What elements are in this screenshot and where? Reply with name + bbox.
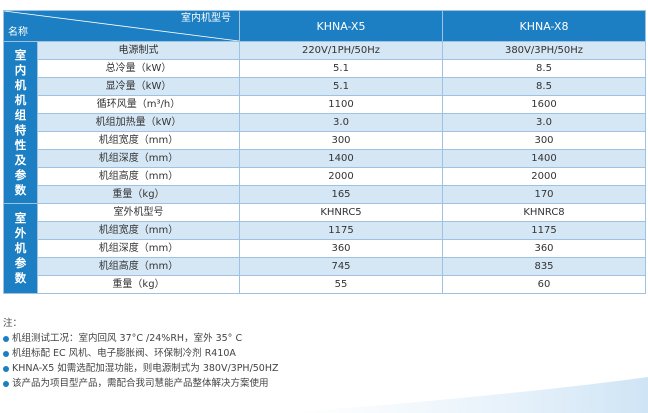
value-x8: 170 bbox=[442, 185, 646, 204]
notes-heading: 注： bbox=[3, 318, 23, 329]
note-item: KHNA-X5 如需选配加湿功能，则电源制式为 380V/3PH/50HZ bbox=[3, 361, 279, 376]
row-label: 室外机型号 bbox=[37, 203, 240, 222]
value-x8: 1400 bbox=[442, 149, 646, 168]
note-text: 机组标配 EC 风机、电子膨胀阀、环保制冷剂 R410A bbox=[12, 348, 236, 359]
row-label: 机组高度（mm） bbox=[37, 257, 240, 276]
group-label-char: 及 bbox=[14, 152, 27, 167]
group-label-char: 性 bbox=[14, 137, 27, 152]
row-label: 循环风量（m³/h） bbox=[37, 95, 240, 114]
outdoor-unit-group-label: 室外机参数 bbox=[3, 203, 38, 294]
notes-list: 机组测试工况：室内回风 37°C /24%RH，室外 35° C 机组标配 EC … bbox=[3, 331, 279, 391]
diagonal-divider bbox=[4, 11, 239, 41]
value-x8: 300 bbox=[442, 131, 646, 150]
spec-row: 总冷量（kW） 5.1 8.5 bbox=[4, 59, 646, 78]
group-label-char: 数 bbox=[14, 182, 27, 197]
value-x8: 1175 bbox=[442, 221, 646, 240]
value-x5: 1100 bbox=[239, 95, 443, 114]
spec-row: 重量（kg） 55 60 bbox=[4, 275, 646, 294]
note-text: 机组测试工况：室内回风 37°C /24%RH，室外 35° C bbox=[12, 333, 243, 344]
group-label-char: 内 bbox=[14, 62, 27, 77]
indoor-model-label: 室内机型号 bbox=[181, 13, 231, 24]
row-label: 机组深度（mm） bbox=[37, 239, 240, 258]
spec-row: 机组深度（mm） 1400 1400 bbox=[4, 149, 646, 168]
spec-row: 循环风量（m³/h） 1100 1600 bbox=[4, 95, 646, 114]
value-x8: KHNRC8 bbox=[442, 203, 646, 222]
spec-row: 显冷量（kW） 5.1 8.5 bbox=[4, 77, 646, 96]
spec-row: 机组加热量（kW） 3.0 3.0 bbox=[4, 113, 646, 132]
value-x8: 380V/3PH/50Hz bbox=[442, 41, 646, 60]
value-x5: 300 bbox=[239, 131, 443, 150]
model-x5-header: KHNA-X5 bbox=[239, 10, 443, 42]
header-diagonal-cell: 室内机型号 名称 bbox=[3, 10, 240, 42]
value-x5: 745 bbox=[239, 257, 443, 276]
note-item: 机组标配 EC 风机、电子膨胀阀、环保制冷剂 R410A bbox=[3, 346, 279, 361]
note-text: KHNA-X5 如需选配加湿功能，则电源制式为 380V/3PH/50HZ bbox=[12, 363, 279, 374]
value-x8: 360 bbox=[442, 239, 646, 258]
notes-section: 注： 机组测试工况：室内回风 37°C /24%RH，室外 35° C 机组标配 … bbox=[3, 316, 279, 391]
group-label-char: 参 bbox=[14, 256, 27, 270]
note-item: 该产品为项目型产品，需配合我司慧能产品整体解决方案使用 bbox=[3, 376, 279, 391]
group-label-char: 室 bbox=[14, 47, 27, 62]
indoor-unit-group-label: 室内机机组特性及参数 bbox=[3, 41, 38, 204]
value-x5: 3.0 bbox=[239, 113, 443, 132]
spec-row: 重量（kg） 165 170 bbox=[4, 185, 646, 204]
group-label-char: 机 bbox=[14, 241, 27, 255]
spec-row: 室外机参数室外机型号 KHNRC5 KHNRC8 bbox=[3, 203, 646, 294]
row-label: 显冷量（kW） bbox=[37, 77, 240, 96]
value-x5: 360 bbox=[239, 239, 443, 258]
spec-row: 机组宽度（mm） 1175 1175 bbox=[4, 221, 646, 240]
value-x8: 8.5 bbox=[442, 59, 646, 78]
name-label: 名称 bbox=[8, 27, 28, 38]
value-x8: 8.5 bbox=[442, 77, 646, 96]
value-x5: 55 bbox=[239, 275, 443, 294]
value-x8: 3.0 bbox=[442, 113, 646, 132]
value-x5: 5.1 bbox=[239, 77, 443, 96]
group-label-char: 特 bbox=[14, 122, 27, 137]
group-label-char: 数 bbox=[14, 271, 27, 285]
value-x8: 2000 bbox=[442, 167, 646, 186]
row-label: 总冷量（kW） bbox=[37, 59, 240, 78]
note-text: 该产品为项目型产品，需配合我司慧能产品整体解决方案使用 bbox=[12, 378, 269, 389]
row-label: 机组宽度（mm） bbox=[37, 131, 240, 150]
note-item: 机组测试工况：室内回风 37°C /24%RH，室外 35° C bbox=[3, 331, 279, 346]
value-x8: 1600 bbox=[442, 95, 646, 114]
row-label: 机组宽度（mm） bbox=[37, 221, 240, 240]
spec-row: 机组高度（mm） 2000 2000 bbox=[4, 167, 646, 186]
header-row: 室内机型号 名称 KHNA-X5 KHNA-X8 bbox=[3, 10, 646, 42]
row-label: 机组深度（mm） bbox=[37, 149, 240, 168]
value-x5: 1400 bbox=[239, 149, 443, 168]
group-label-char: 组 bbox=[14, 107, 27, 122]
group-label-char: 参 bbox=[14, 167, 27, 182]
value-x5: 5.1 bbox=[239, 59, 443, 78]
bullet-icon bbox=[3, 335, 9, 342]
model-x8-header: KHNA-X8 bbox=[442, 10, 646, 42]
row-label: 机组高度（mm） bbox=[37, 167, 240, 186]
spec-row: 机组宽度（mm） 300 300 bbox=[4, 131, 646, 150]
spec-row: 机组深度（mm） 360 360 bbox=[4, 239, 646, 258]
decorative-wave bbox=[288, 377, 648, 413]
spec-row: 室内机机组特性及参数电源制式 220V/1PH/50Hz 380V/3PH/50Hz bbox=[3, 41, 646, 204]
bullet-icon bbox=[3, 365, 9, 372]
value-x5: 2000 bbox=[239, 167, 443, 186]
row-label: 重量（kg） bbox=[37, 275, 240, 294]
value-x8: 835 bbox=[442, 257, 646, 276]
bullet-icon bbox=[3, 380, 9, 387]
row-label: 机组加热量（kW） bbox=[37, 113, 240, 132]
spec-row: 机组高度（mm） 745 835 bbox=[4, 257, 646, 276]
value-x5: KHNRC5 bbox=[239, 203, 443, 222]
value-x5: 220V/1PH/50Hz bbox=[239, 41, 443, 60]
row-label: 电源制式 bbox=[37, 41, 240, 60]
value-x5: 165 bbox=[239, 185, 443, 204]
row-label: 重量（kg） bbox=[37, 185, 240, 204]
group-label-char: 机 bbox=[14, 77, 27, 92]
group-label-char: 室 bbox=[14, 211, 27, 225]
group-label-char: 机 bbox=[14, 92, 27, 107]
group-label-char: 外 bbox=[14, 226, 27, 240]
spec-table: 室内机型号 名称 KHNA-X5 KHNA-X8 室内机机组特性及参数电源制式 2… bbox=[3, 10, 646, 294]
bullet-icon bbox=[3, 350, 9, 357]
value-x8: 60 bbox=[442, 275, 646, 294]
value-x5: 1175 bbox=[239, 221, 443, 240]
